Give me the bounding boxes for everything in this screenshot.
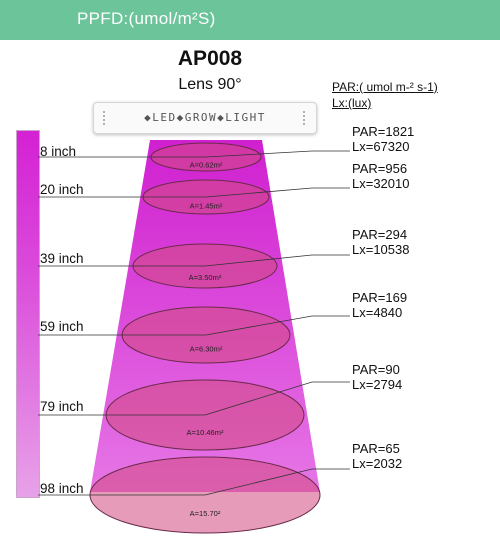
area-label: A=15.70² <box>190 509 221 518</box>
par-lux-values: PAR=169 Lx=4840 <box>352 290 407 320</box>
lux-value: Lx=67320 <box>352 139 410 154</box>
par-value: PAR=956 <box>352 161 408 176</box>
par-lux-values: PAR=90 Lx=2794 <box>352 362 402 392</box>
par-value: PAR=1821 <box>352 124 415 139</box>
distance-label: 20 inch <box>40 182 84 197</box>
distance-label: 98 inch <box>40 481 84 496</box>
par-lux-values: PAR=1821 Lx=67320 <box>352 124 414 154</box>
lux-value: Lx=2794 <box>352 377 403 392</box>
distance-label: 59 inch <box>40 319 84 334</box>
distance-label: 79 inch <box>40 399 84 414</box>
lux-value: Lx=2032 <box>352 456 403 471</box>
value-leader-line <box>205 187 350 198</box>
lens-label: Lens 90° <box>178 76 242 93</box>
vent-dots-left <box>100 109 110 127</box>
area-label: A=0.62m² <box>190 160 223 169</box>
header-title: PPFD:(umol/m²S) <box>77 9 216 28</box>
area-label: A=1.45m² <box>190 202 223 211</box>
lux-value: Lx=32010 <box>352 176 410 191</box>
value-leader-line <box>205 150 350 158</box>
header-bar: PPFD:(umol/m²S) <box>0 0 500 40</box>
par-value: PAR=65 <box>352 441 400 456</box>
vent-dots-right <box>300 109 310 127</box>
distance-label: 39 inch <box>40 251 84 266</box>
lux-value: Lx=4840 <box>352 305 403 320</box>
value-leader-line <box>204 254 350 267</box>
area-label: A=6.30m² <box>190 345 223 354</box>
par-unit-legend: PAR:( umol m-² s-1) <box>332 80 438 94</box>
model-title: AP008 <box>177 47 243 70</box>
intensity-scale-bar <box>16 130 40 498</box>
par-lux-values: PAR=294 Lx=10538 <box>352 227 409 257</box>
value-leader-line <box>205 315 350 336</box>
distance-label: 8 inch <box>40 144 77 159</box>
par-value: PAR=169 <box>352 290 408 305</box>
par-lux-values: PAR=956 Lx=32010 <box>352 161 409 191</box>
lux-unit-legend: Lx:(lux) <box>332 96 372 110</box>
lux-value: Lx=10538 <box>352 242 410 257</box>
area-label: A=10.46m² <box>187 428 224 437</box>
value-leader-line <box>204 468 350 496</box>
par-lux-values: PAR=65 Lx=2032 <box>352 441 402 471</box>
value-leader-line <box>204 381 350 416</box>
lamp-label: ◆LED◆GROW◆LIGHT <box>144 111 266 124</box>
grow-light-fixture: ◆LED◆GROW◆LIGHT <box>93 102 317 134</box>
area-label: A=3.50m² <box>189 273 222 282</box>
par-value: PAR=294 <box>352 227 408 242</box>
par-value: PAR=90 <box>352 362 400 377</box>
